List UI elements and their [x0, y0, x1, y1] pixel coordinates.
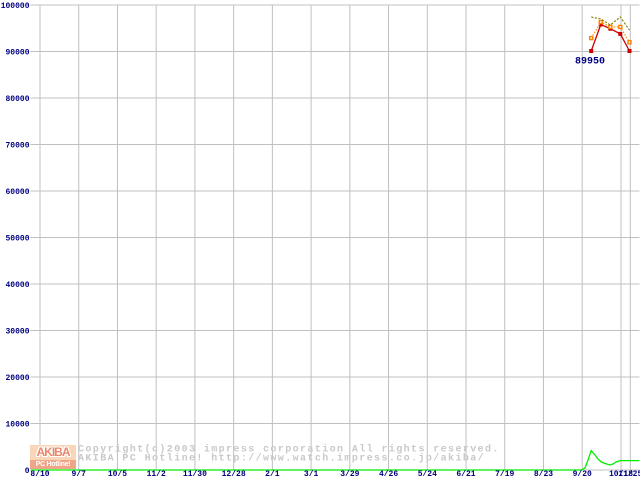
svg-text:12/28: 12/28: [222, 470, 246, 479]
svg-text:60000: 60000: [5, 188, 29, 197]
svg-text:30000: 30000: [5, 328, 29, 337]
svg-text:40000: 40000: [5, 281, 29, 290]
svg-text:0: 0: [25, 467, 30, 476]
svg-text:4/26: 4/26: [379, 470, 398, 479]
svg-text:100000: 100000: [1, 2, 30, 11]
svg-text:80000: 80000: [5, 95, 29, 104]
svg-text:50000: 50000: [5, 235, 29, 244]
svg-text:10/5: 10/5: [108, 470, 127, 479]
svg-text:AKIBA PC Hotline! http://www: AKIBA PC Hotline! http://www.watch.impre…: [78, 453, 485, 465]
svg-text:11/2: 11/2: [147, 470, 166, 479]
svg-text:70000: 70000: [5, 142, 29, 151]
svg-text:10000: 10000: [5, 421, 29, 430]
svg-text:2/1: 2/1: [265, 470, 280, 479]
svg-text:7/19: 7/19: [495, 470, 514, 479]
svg-text:90000: 90000: [5, 49, 29, 58]
svg-text:6/21: 6/21: [456, 470, 475, 479]
svg-text:11/30: 11/30: [183, 470, 207, 479]
svg-text:9/20: 9/20: [573, 470, 592, 479]
svg-text:8/10: 8/10: [30, 470, 49, 479]
svg-text:3/29: 3/29: [340, 470, 359, 479]
svg-text:11/25: 11/25: [618, 470, 640, 479]
svg-text:89950: 89950: [575, 57, 605, 68]
svg-text:9/7: 9/7: [72, 470, 87, 479]
svg-text:8/23: 8/23: [534, 470, 553, 479]
svg-text:5/24: 5/24: [418, 470, 437, 479]
svg-text:20000: 20000: [5, 374, 29, 383]
svg-text:3/1: 3/1: [304, 470, 319, 479]
